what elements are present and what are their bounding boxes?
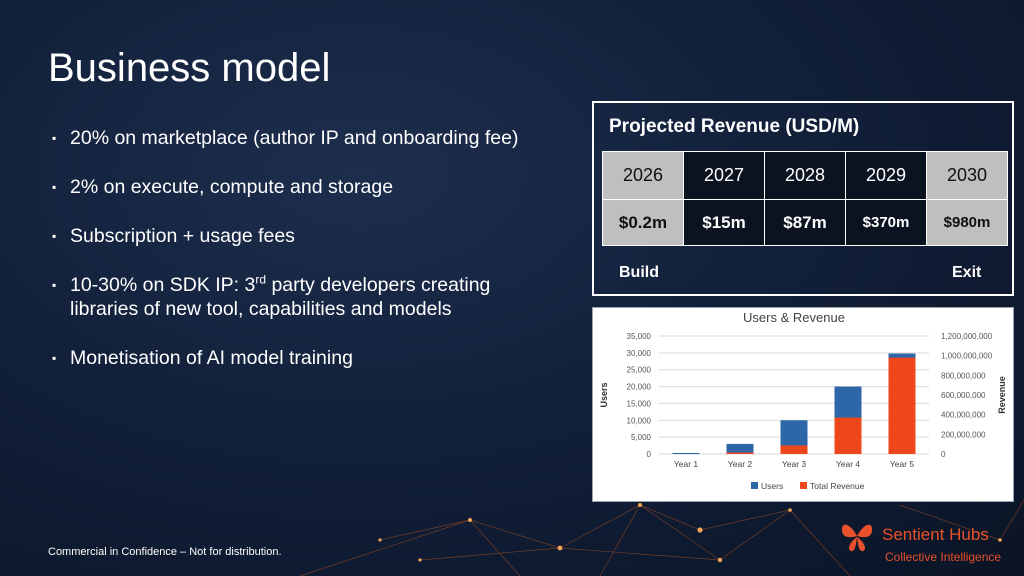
year-cell: 2029 [845,151,927,200]
bullet-text: 10-30% on SDK IP: 3rd party developers c… [70,273,550,321]
y-tick-label: 10,000 [627,416,652,425]
bar-total-revenue [834,417,862,454]
y-right-tick-label: 1,000,000,000 [941,352,993,361]
bar-total-revenue [888,357,916,454]
legend-swatch [751,482,758,489]
y-right-tick-label: 400,000,000 [941,411,986,420]
revenue-cell: $370m [845,199,927,246]
chart-title: Users & Revenue [743,310,845,325]
bullet-text: 20% on marketplace (author IP and onboar… [70,127,519,149]
network-nodes [378,503,1002,563]
confidentiality-footer: Commercial in Confidence – Not for distr… [48,546,282,558]
bullet-marker: ▪ [52,131,57,145]
network-lines [299,499,1024,576]
x-tick-label: Year 5 [890,459,915,469]
bullet-marker: ▪ [52,351,57,365]
y-tick-label: 0 [647,450,652,459]
projected-revenue-panel: Projected Revenue (USD/M) 2026 2027 2028… [592,101,1014,296]
projected-revenue-table: 2026 2027 2028 2029 2030 $0.2m $15m $87m… [602,151,1008,246]
logo-tagline: Collective Intelligence [885,550,1002,564]
y-axis-label: Users [599,382,609,407]
legend-swatch [800,482,807,489]
year-cell: 2030 [926,151,1008,200]
bar-users [726,443,754,454]
revenue-cell: $15m [683,199,765,246]
bullet-marker: ▪ [52,180,57,194]
x-tick-label: Year 1 [674,459,699,469]
bullet-text: Monetisation of AI model training [70,347,353,369]
projected-revenue-title: Projected Revenue (USD/M) [609,116,860,137]
y-tick-label: 30,000 [627,349,652,358]
bar-total-revenue [780,445,808,454]
y-tick-label: 20,000 [627,383,652,392]
y-right-axis-label: Revenue [997,376,1007,414]
y-tick-label: 35,000 [627,332,652,341]
exit-label: Exit [952,264,982,281]
bar-total-revenue [726,452,754,454]
x-tick-label: Year 4 [836,459,861,469]
bar-users [672,452,700,454]
bullet-superscript: rd [255,272,267,287]
y-right-tick-label: 200,000,000 [941,430,986,439]
revenue-cell: $0.2m [602,199,684,246]
legend-label: Users [761,481,783,491]
logo-name: Sentient Hubs [882,525,989,544]
revenue-cell: $87m [764,199,846,246]
y-right-tick-label: 600,000,000 [941,391,986,400]
revenue-row: $0.2m $15m $87m $370m $980m [602,199,1008,246]
y-right-tick-label: 800,000,000 [941,371,986,380]
butterfly-logo-icon [841,524,873,552]
build-label: Build [619,264,659,281]
revenue-cell: $980m [926,199,1008,246]
year-cell: 2026 [602,151,684,200]
year-row: 2026 2027 2028 2029 2030 [602,151,1008,200]
slide-title: Business model [48,46,331,90]
year-cell: 2027 [683,151,765,200]
legend-label: Total Revenue [810,481,865,491]
x-tick-label: Year 2 [728,459,753,469]
y-right-tick-label: 1,200,000,000 [941,332,993,341]
y-tick-label: 25,000 [627,366,652,375]
bullet-text-start: 10-30% on SDK IP: 3 [70,274,256,296]
y-tick-label: 5,000 [631,433,652,442]
y-tick-label: 15,000 [627,399,652,408]
year-cell: 2028 [764,151,846,200]
bullet-text: 2% on execute, compute and storage [70,176,394,198]
chart-canvas: Users & Revenue 0 5,000 10,000 15,000 20,000 2… [599,310,1007,491]
x-tick-label: Year 3 [782,459,807,469]
bullet-marker: ▪ [52,229,57,243]
bullet-marker: ▪ [52,278,57,292]
y-right-tick-label: 0 [941,450,946,459]
bullet-text-end: party developers creating libraries of n… [70,274,491,320]
users-revenue-chart: Users & Revenue 0 5,000 10,000 15,000 20,000 2… [592,307,1014,502]
bullet-text: Subscription + usage fees [70,225,295,247]
